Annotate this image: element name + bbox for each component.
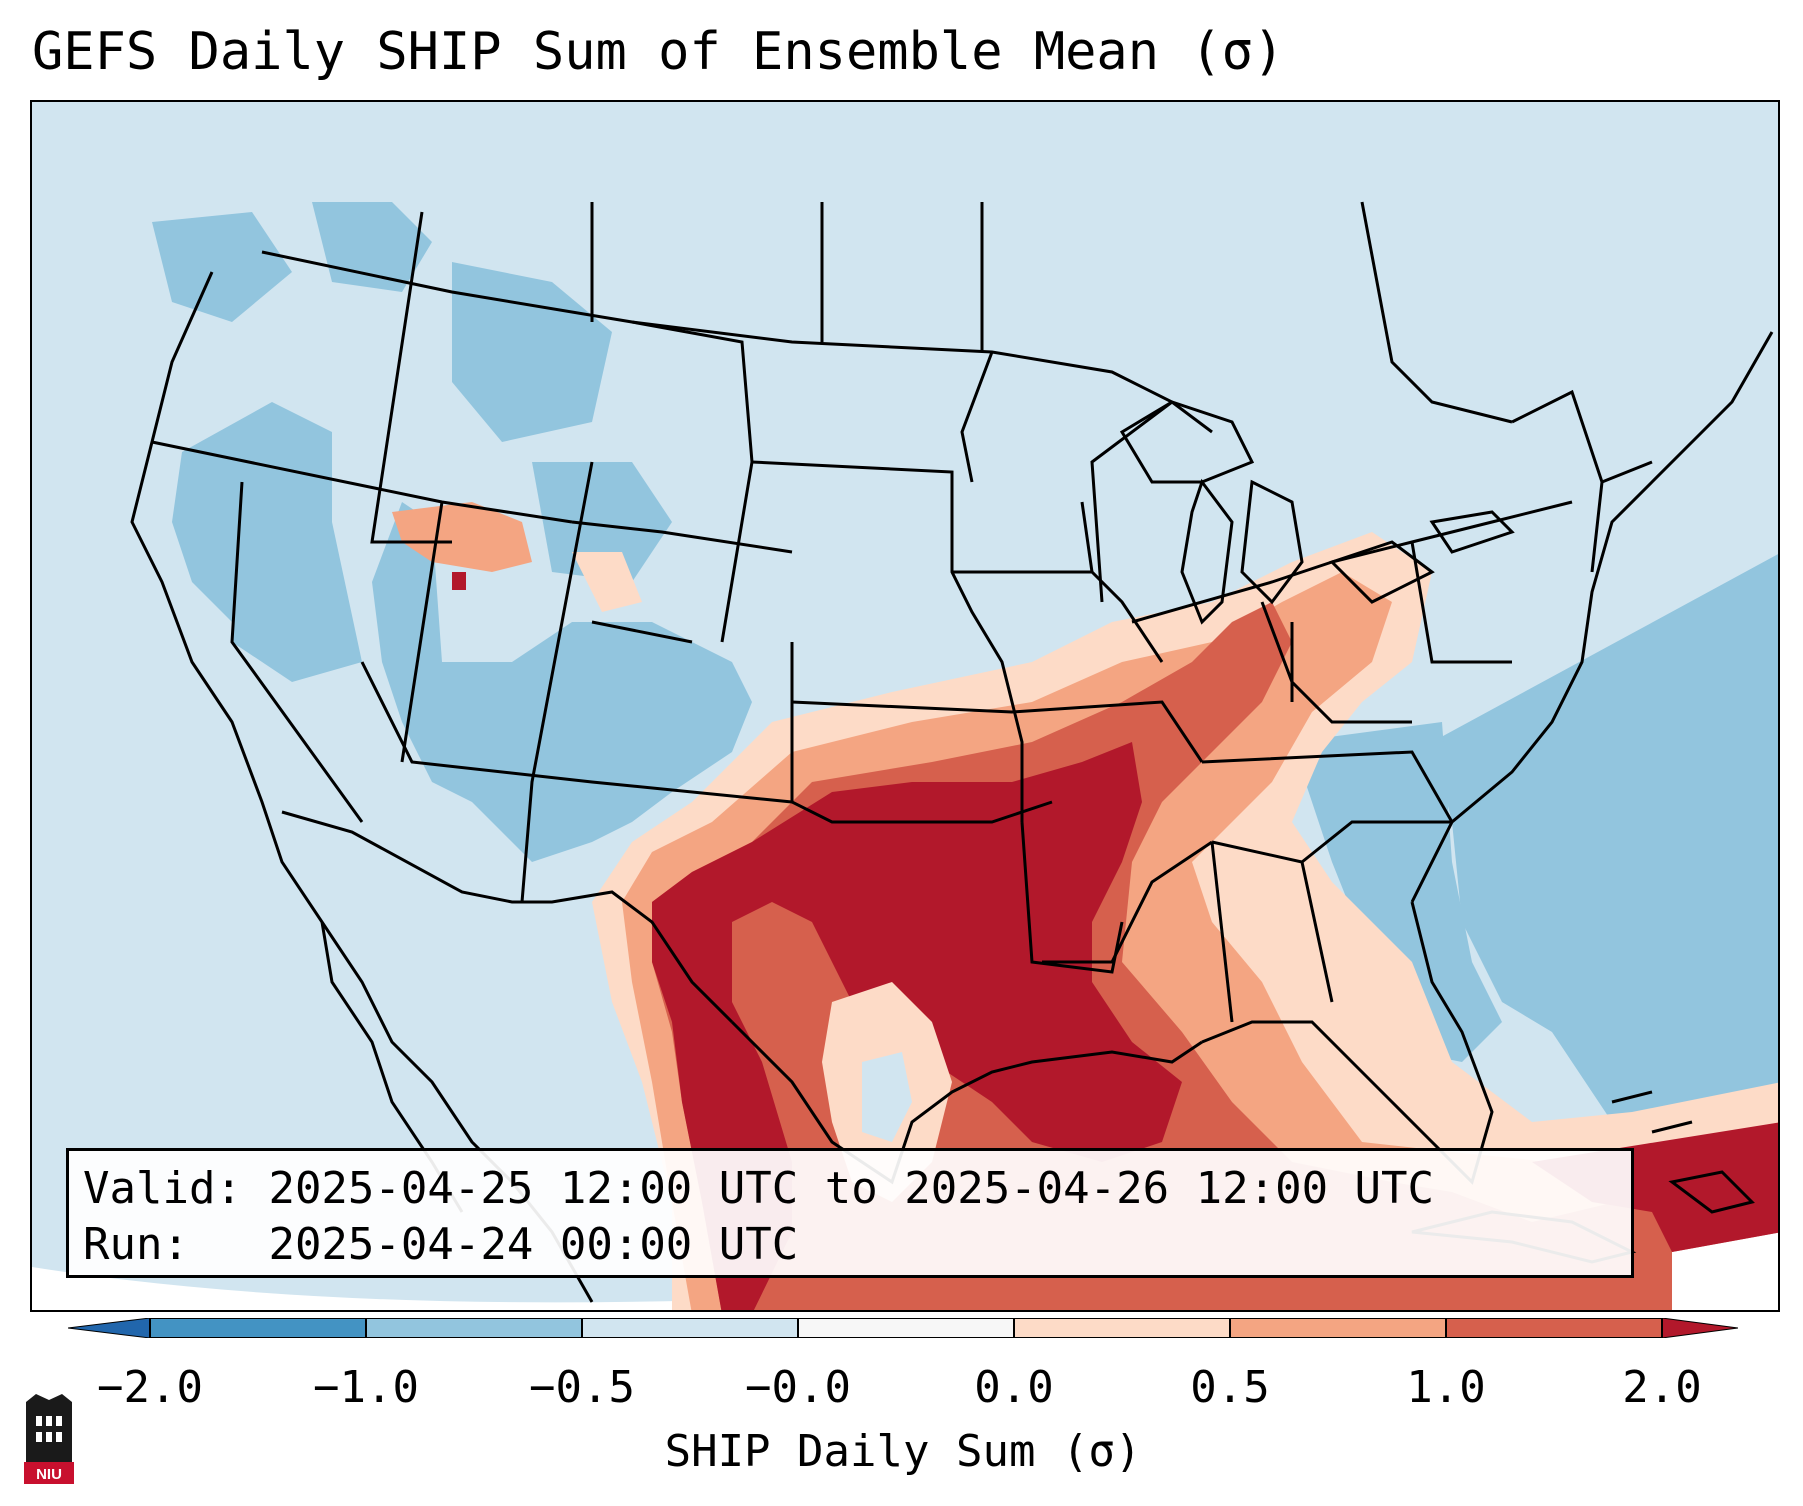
montana-negative-region	[452, 262, 612, 442]
colorbar-segment-2	[582, 1318, 798, 1338]
valid-label: Valid:	[83, 1163, 242, 1214]
colorbar-segment-1	[366, 1318, 582, 1338]
southeast-negative-region	[1292, 722, 1502, 1062]
rockies-negative-region	[372, 502, 752, 862]
atlantic-negative-region	[1432, 554, 1778, 1152]
colorbar-segment-3	[798, 1318, 1014, 1338]
bc-negative-region	[152, 212, 292, 322]
map-title: GEFS Daily SHIP Sum of Ensemble Mean (σ)	[32, 22, 1285, 82]
colorbar-tick-label: 0.0	[974, 1362, 1054, 1413]
colorbar-tick-label: 1.0	[1406, 1362, 1486, 1413]
valid-value: 2025-04-25 12:00 UTC to 2025-04-26 12:00…	[268, 1163, 1435, 1214]
colorbar-max-arrow	[1661, 1318, 1738, 1338]
colorbar-tick-label: 0.5	[1190, 1362, 1270, 1413]
colorbar-tick-label: −1.0	[313, 1362, 419, 1413]
colorbar-segment-4	[1014, 1318, 1230, 1338]
great-basin-negative-region	[232, 522, 362, 682]
colorbar-tick-label: −0.0	[745, 1362, 851, 1413]
colorbar-segment-6	[1446, 1318, 1662, 1338]
colorbar-tick-label: −0.5	[529, 1362, 635, 1413]
logo-text: NIU	[36, 1466, 62, 1483]
colorbar	[68, 1318, 1738, 1338]
colorbar-segment-0	[150, 1318, 366, 1338]
idaho-positive-patch	[392, 502, 532, 572]
map-panel	[30, 100, 1780, 1312]
ship-map	[32, 102, 1778, 1310]
colorbar-tick-label: −2.0	[97, 1362, 203, 1413]
run-label: Run:	[83, 1219, 189, 1270]
niu-logo: NIU	[24, 1394, 74, 1484]
wyoming-negative-region	[532, 462, 672, 582]
colorbar-label: SHIP Daily Sum (σ)	[664, 1426, 1142, 1477]
colorbar-segment-5	[1230, 1318, 1446, 1338]
colorbar-min-arrow	[68, 1318, 151, 1338]
valid-run-box: Valid: 2025-04-25 12:00 UTC to 2025-04-2…	[66, 1148, 1634, 1278]
run-value: 2025-04-24 00:00 UTC	[268, 1219, 799, 1270]
colorbar-tick-label: 2.0	[1622, 1362, 1702, 1413]
